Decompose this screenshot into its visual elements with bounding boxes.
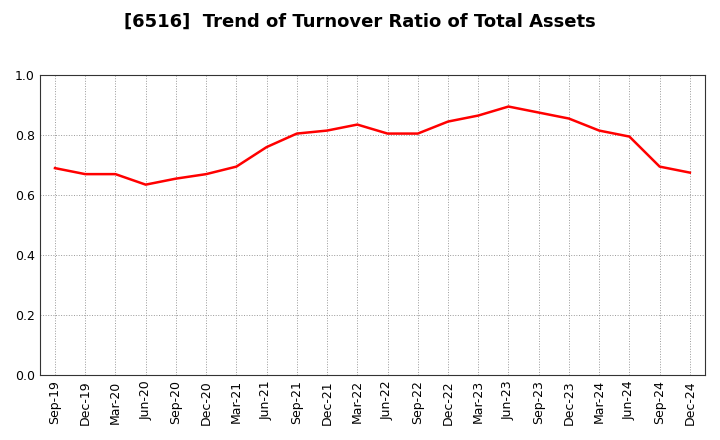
Text: [6516]  Trend of Turnover Ratio of Total Assets: [6516] Trend of Turnover Ratio of Total …	[124, 13, 596, 31]
